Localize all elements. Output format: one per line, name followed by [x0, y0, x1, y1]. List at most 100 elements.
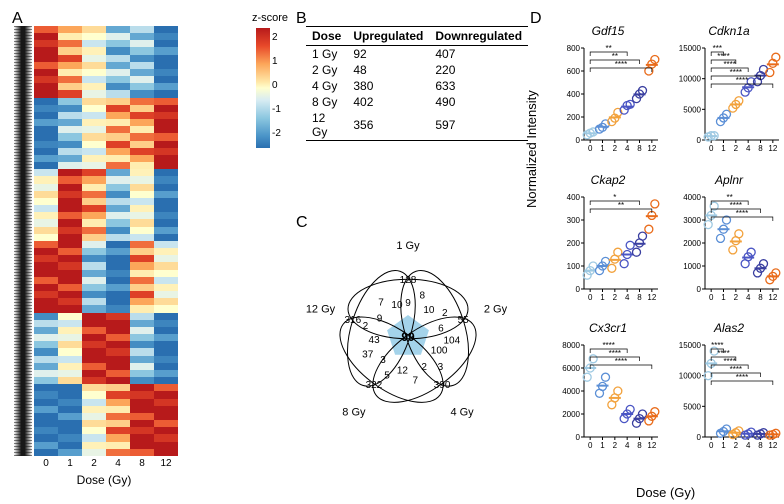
- heatmap-cell: [106, 320, 130, 327]
- heatmap-cell: [58, 406, 82, 413]
- colorbar: [256, 28, 270, 148]
- svg-text:10000: 10000: [679, 372, 702, 381]
- heatmap-cell: [82, 348, 106, 355]
- colorbar-ticks: 210-1-2: [272, 26, 288, 146]
- heatmap-cell: [130, 327, 154, 334]
- heatmap-cell: [58, 420, 82, 427]
- svg-text:5000: 5000: [683, 105, 701, 114]
- heatmap-cell: [106, 384, 130, 391]
- scatter-plot: Alas20500010000150000124812*************…: [675, 321, 783, 453]
- data-point: [626, 241, 634, 249]
- heatmap-cell: [130, 391, 154, 398]
- heatmap-cell: [58, 449, 82, 456]
- heatmap-cell: [154, 434, 178, 441]
- heatmap-cell: [34, 205, 58, 212]
- venn-intersection-count: 5: [384, 370, 390, 381]
- heatmap-cell: [34, 105, 58, 112]
- heatmap-cell: [106, 305, 130, 312]
- heatmap-cell: [82, 248, 106, 255]
- heatmap-cell: [154, 449, 178, 456]
- heatmap-cell: [130, 176, 154, 183]
- heatmap-cell: [82, 427, 106, 434]
- heatmap-cell: [106, 148, 130, 155]
- heatmap-cell: [106, 248, 130, 255]
- svg-text:12: 12: [647, 144, 656, 153]
- heatmap-cell: [34, 90, 58, 97]
- heatmap-cell: [58, 98, 82, 105]
- venn-diagram: 1 Gy1282 Gy554 Gy3908 Gy32212 Gy31699981…: [296, 222, 520, 432]
- heatmap-cell: [154, 420, 178, 427]
- heatmap-cell: [106, 420, 130, 427]
- svg-text:400: 400: [567, 90, 581, 99]
- heatmap-cell: [34, 384, 58, 391]
- heatmap-cell: [130, 370, 154, 377]
- table-cell: 402: [347, 94, 429, 110]
- heatmap-cell: [82, 270, 106, 277]
- data-point: [645, 225, 653, 233]
- heatmap-cell: [58, 377, 82, 384]
- heatmap-cell: [154, 241, 178, 248]
- svg-text:5000: 5000: [683, 403, 701, 412]
- heatmap-cell: [106, 205, 130, 212]
- heatmap-cell: [154, 305, 178, 312]
- heatmap-cell: [58, 234, 82, 241]
- svg-text:**: **: [618, 201, 624, 210]
- heatmap-cell: [130, 112, 154, 119]
- heatmap-cell: [82, 434, 106, 441]
- venn-intersection-count: 7: [378, 297, 384, 308]
- heatmap-cell: [34, 126, 58, 133]
- heatmap-cell: [34, 119, 58, 126]
- heatmap-cell: [58, 184, 82, 191]
- heatmap-cell: [130, 47, 154, 54]
- heatmap-cell: [130, 155, 154, 162]
- scatter-svg: 01002003004000124812***: [554, 189, 662, 307]
- heatmap-cell: [34, 320, 58, 327]
- heatmap-cell: [154, 119, 178, 126]
- panel-c: C 1 Gy1282 Gy554 Gy3908 Gy32212 Gy316999…: [292, 212, 522, 497]
- heatmap-cell: [82, 76, 106, 83]
- gene-title: Alas2: [675, 321, 783, 335]
- heatmap-cell: [82, 406, 106, 413]
- heatmap-cell: [154, 155, 178, 162]
- heatmap-cell: [58, 291, 82, 298]
- heatmap-cell: [34, 219, 58, 226]
- table-cell: 2 Gy: [306, 62, 347, 78]
- table-cell: 1 Gy: [306, 46, 347, 63]
- heatmap-xtick: 12: [154, 458, 178, 469]
- heatmap-cell: [130, 133, 154, 140]
- heatmap-cell: [34, 255, 58, 262]
- svg-text:****: ****: [736, 209, 748, 218]
- scatter-plot: Gdf1502004006008000124812********: [554, 24, 662, 156]
- heatmap-cell: [34, 305, 58, 312]
- heatmap-cell: [58, 26, 82, 33]
- svg-text:6000: 6000: [562, 364, 580, 373]
- svg-text:10000: 10000: [679, 75, 702, 84]
- heatmap-cell: [106, 391, 130, 398]
- data-point: [766, 69, 774, 77]
- panel-a: A 0124812 Dose (Gy) z-score 210-1-2: [8, 8, 288, 496]
- scatter-grid: Gdf1502004006008000124812********Cdkn1a0…: [554, 24, 784, 464]
- heatmap-cell: [106, 198, 130, 205]
- heatmap-cell: [34, 363, 58, 370]
- svg-text:2: 2: [613, 144, 618, 153]
- heatmap-cell: [154, 363, 178, 370]
- heatmap-cell: [130, 277, 154, 284]
- heatmap-cell: [154, 112, 178, 119]
- heatmap-cell: [58, 370, 82, 377]
- heatmap-cell: [154, 248, 178, 255]
- heatmap-cell: [154, 427, 178, 434]
- scatter-svg: 02004006008000124812********: [554, 40, 662, 158]
- scatter-svg: 020004000600080000124812************: [554, 337, 662, 455]
- venn-intersection-count: 100: [431, 345, 448, 356]
- venn-intersection-count: 6: [438, 323, 444, 334]
- heatmap-cell: [34, 40, 58, 47]
- heatmap-cell: [82, 162, 106, 169]
- svg-text:2: 2: [734, 293, 739, 302]
- svg-text:0: 0: [709, 441, 714, 450]
- heatmap-cell: [58, 83, 82, 90]
- svg-text:1: 1: [721, 144, 726, 153]
- svg-text:1: 1: [721, 441, 726, 450]
- heatmap-cell: [58, 169, 82, 176]
- heatmap-cell: [58, 434, 82, 441]
- heatmap-cell: [82, 119, 106, 126]
